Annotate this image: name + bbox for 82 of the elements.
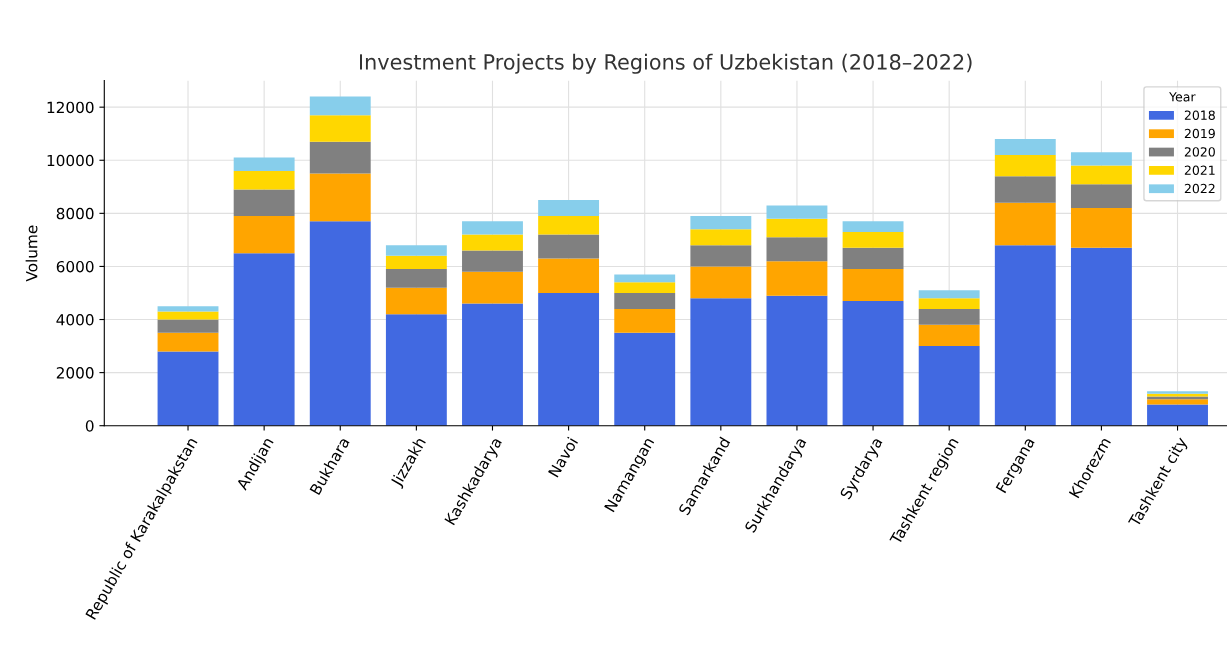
bar [233,216,295,254]
bar [614,274,676,283]
bar [994,139,1056,155]
bar [309,115,371,142]
legend-label: 2020 [1184,147,1215,157]
bar [462,250,523,272]
y-tick-label: 10000 [47,154,94,167]
y-tick-label: 12000 [47,101,94,114]
bar [766,261,828,296]
bar [842,221,904,232]
bar [157,351,219,426]
bar [614,292,676,309]
y-tick-label: 8000 [56,207,94,220]
legend-label: 2021 [1184,165,1215,175]
legend-label: 2019 [1184,128,1215,139]
bar [462,234,523,251]
bar [918,324,980,347]
bar [233,253,295,426]
bar [766,295,828,426]
bar [690,229,752,246]
bar [157,311,219,320]
bar [614,282,676,293]
bar [842,247,904,270]
bar [690,245,752,267]
bar [1070,165,1132,185]
bar [157,332,219,352]
bar [690,266,752,299]
bar [690,216,752,230]
legend-title: Year [1169,92,1196,102]
bar [690,298,752,426]
bar [766,205,828,219]
bar [309,221,371,426]
bar [994,245,1056,426]
bar [766,237,828,262]
bar [1147,399,1208,405]
bar [538,258,600,293]
bar [309,96,371,116]
bar [842,231,904,248]
legend-label: 2022 [1184,183,1215,194]
bar [157,306,219,312]
bar [462,271,523,304]
bar [918,290,980,299]
y-tick-label: 6000 [56,260,94,273]
bar [1070,208,1132,248]
bar [614,308,676,333]
bar [1070,184,1132,209]
y-tick-label: 0 [85,420,94,432]
bar [842,300,904,426]
bar [994,154,1056,177]
bar [538,200,600,216]
bar [462,221,523,235]
bar [385,245,447,256]
bar [385,255,447,270]
y-tick-label: 4000 [56,313,94,326]
bar [385,287,447,315]
bar [233,189,295,216]
y-axis-title: Volume [25,225,38,282]
bar [994,176,1056,203]
bar [918,308,980,325]
bar [538,216,600,235]
bar [842,269,904,301]
bar [538,292,600,426]
bar [309,141,371,174]
bar [385,269,447,288]
bar [1147,404,1208,426]
bar [233,157,295,171]
bar [994,202,1056,246]
bar [309,173,371,222]
legend-label: 2018 [1184,110,1215,120]
bar [385,314,447,426]
bar [157,319,219,333]
bar [918,346,980,426]
bar [538,234,600,259]
y-tick-label: 2000 [56,367,94,379]
bar [233,170,295,190]
bar [1070,152,1132,166]
bar [1070,247,1132,426]
bar [462,303,523,426]
bar [614,332,676,426]
bar [918,298,980,309]
bar [766,218,828,238]
chart-title: Investment Projects by Regions of Uzbekistan (2018–2022) [359,53,972,74]
